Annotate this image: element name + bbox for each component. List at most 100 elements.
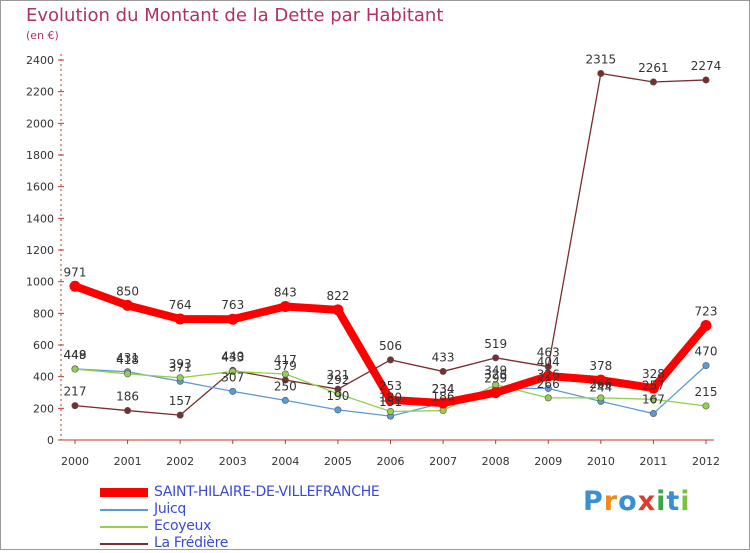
- series-la-frediere-data-label: 2274: [691, 59, 722, 73]
- legend-swatch: [100, 488, 148, 497]
- series-juicq-data-label: 326: [537, 367, 560, 381]
- y-tick-label: 600: [33, 339, 54, 352]
- x-tick-label: 2010: [587, 455, 615, 468]
- legend-swatch: [100, 543, 148, 545]
- series-saint-hilaire-data-label: 253: [379, 379, 402, 393]
- series-juicq-point: [702, 362, 710, 370]
- series-saint-hilaire-point: [279, 301, 291, 313]
- legend-swatch: [100, 509, 148, 511]
- series-juicq-data-label: 307: [221, 370, 244, 384]
- series-la-frediere-data-label: 2315: [586, 52, 617, 66]
- x-tick-label: 2007: [429, 455, 457, 468]
- series-ecoyeux-point: [597, 394, 605, 402]
- series-ecoyeux-point: [334, 390, 342, 398]
- series-la-frediere-point: [124, 407, 132, 415]
- series-juicq-data-label: 244: [589, 380, 612, 394]
- series-ecoyeux-point: [124, 370, 132, 378]
- series-saint-hilaire-point: [69, 280, 81, 292]
- series-juicq-point: [229, 387, 237, 395]
- series-la-frediere-data-label: 157: [169, 394, 192, 408]
- series-juicq-data-label: 167: [642, 393, 665, 407]
- legend-label: La Frédière: [154, 535, 229, 551]
- y-tick-label: 1200: [26, 244, 54, 257]
- brand-letter: o: [618, 486, 638, 517]
- x-tick-label: 2008: [482, 455, 510, 468]
- series-ecoyeux-point: [281, 370, 289, 378]
- x-tick-label: 2004: [271, 455, 299, 468]
- series-saint-hilaire-data-label: 763: [221, 298, 244, 312]
- series-saint-hilaire-point: [700, 320, 712, 332]
- x-tick-label: 2005: [324, 455, 352, 468]
- series-la-frediere-data-label: 186: [116, 390, 139, 404]
- series-saint-hilaire-data-label: 850: [116, 284, 139, 298]
- series-ecoyeux-data-label: 393: [169, 357, 192, 371]
- series-juicq-point: [281, 396, 289, 404]
- series-saint-hilaire-data-label: 723: [695, 305, 718, 319]
- brand-letter: r: [603, 486, 619, 517]
- legend-label: Juicq: [154, 501, 186, 517]
- series-ecoyeux-point: [386, 407, 394, 415]
- legend-label: Ecoyeux: [154, 518, 212, 534]
- series-ecoyeux-point: [649, 395, 657, 403]
- series-ecoyeux-data-label: 349: [484, 364, 507, 378]
- series-saint-hilaire-point: [437, 397, 449, 409]
- series-saint-hilaire-point: [595, 374, 607, 386]
- series-la-frediere-point: [649, 78, 657, 86]
- series-saint-hilaire-data-label: 234: [432, 382, 455, 396]
- series-saint-hilaire-point: [227, 313, 239, 325]
- y-tick-label: 1600: [26, 181, 54, 194]
- x-tick-label: 2000: [61, 455, 89, 468]
- series-la-frediere-point: [702, 76, 710, 84]
- series-la-frediere-data-label: 519: [484, 337, 507, 351]
- series-la-frediere-data-label: 463: [537, 346, 560, 360]
- series-ecoyeux-data-label: 418: [116, 353, 139, 367]
- series-ecoyeux-data-label: 180: [379, 391, 402, 405]
- series-la-frediere-point: [71, 402, 79, 410]
- series-saint-hilaire-point: [122, 299, 134, 311]
- series-ecoyeux-point: [544, 394, 552, 402]
- x-tick-label: 2006: [377, 455, 405, 468]
- series-saint-hilaire-data-label: 404: [537, 355, 560, 369]
- y-tick-label: 0: [47, 434, 54, 447]
- series-la-frediere-point: [386, 356, 394, 364]
- y-tick-label: 2400: [26, 54, 54, 67]
- series-ecoyeux-point: [71, 365, 79, 373]
- series-saint-hilaire-point: [174, 313, 186, 325]
- series-la-frediere-data-label: 440: [221, 349, 244, 363]
- series-ecoyeux-data-label: 257: [642, 378, 665, 392]
- series-ecoyeux-data-label: 433: [221, 350, 244, 364]
- series-saint-hilaire-data-label: 971: [64, 265, 87, 279]
- y-tick-label: 1800: [26, 149, 54, 162]
- y-tick-label: 1000: [26, 276, 54, 289]
- series-saint-hilaire-point: [542, 370, 554, 382]
- series-juicq-data-label: 190: [326, 389, 349, 403]
- series-ecoyeux-point: [229, 367, 237, 375]
- chart-title: Evolution du Montant de la Dette par Hab…: [26, 5, 444, 26]
- series-la-frediere-point: [544, 363, 552, 371]
- legend-swatch: [100, 526, 148, 528]
- series-juicq-point: [334, 406, 342, 414]
- series-ecoyeux-data-label: 215: [695, 385, 718, 399]
- brand-letter: i: [680, 486, 691, 517]
- series-ecoyeux-data-label: 292: [326, 373, 349, 387]
- y-tick-label: 200: [33, 402, 54, 415]
- series-ecoyeux-point: [702, 402, 710, 410]
- series-ecoyeux-data-label: 186: [432, 390, 455, 404]
- brand-letter: i: [656, 486, 667, 517]
- x-tick-label: 2003: [219, 455, 247, 468]
- series-la-frediere-data-label: 379: [274, 359, 297, 373]
- series-ecoyeux-data-label: 266: [589, 377, 612, 391]
- series-juicq-data-label: 371: [169, 360, 192, 374]
- x-tick-label: 2012: [692, 455, 720, 468]
- series-ecoyeux-data-label: 417: [274, 353, 297, 367]
- x-tick-label: 2009: [534, 455, 562, 468]
- series-juicq-point: [649, 410, 657, 418]
- brand-letter: x: [637, 486, 657, 517]
- series-la-frediere-data-label: 506: [379, 339, 402, 353]
- series-juicq-data-label: 431: [116, 351, 139, 365]
- x-tick-label: 2002: [166, 455, 194, 468]
- brand-letter: t: [666, 486, 681, 517]
- x-tick-label: 2001: [114, 455, 142, 468]
